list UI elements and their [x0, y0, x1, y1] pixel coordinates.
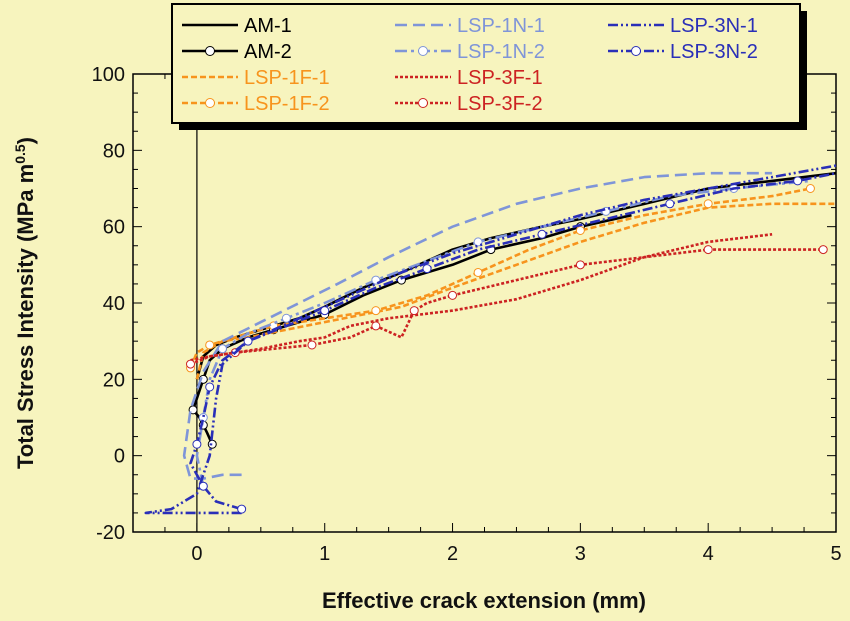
series-line-lsp-1n-2 [195, 179, 811, 487]
data-point-lsp-1n-2 [217, 344, 227, 354]
data-point-lsp-3f-2 [186, 359, 196, 369]
series-line-lsp-1n-1 [182, 171, 773, 480]
data-point-lsp-3n-2 [320, 306, 330, 316]
series-line-lsp-3f-2 [190, 248, 824, 366]
plot-frame [132, 73, 837, 533]
series-lines [144, 164, 837, 515]
data-point-lsp-3f-2 [307, 340, 317, 350]
x-tick-label: 0 [191, 543, 202, 565]
legend-label-lsp-3f-1: LSP-3F-1 [457, 67, 543, 89]
legend-marker-lsp-3n-2 [631, 46, 641, 56]
data-point-lsp-3f-2 [575, 260, 585, 270]
y-tick-label: 60 [103, 217, 125, 239]
legend: AM-1 AM-2 LSP-1F-1 LSP-1F-2 LSP-1N-1 LSP-1N-2… [171, 3, 807, 130]
plot-area [132, 73, 837, 533]
legend-items: AM-1 AM-2 LSP-1F-1 LSP-1F-2 LSP-1N-1 LSP-1N-2… [182, 15, 758, 115]
data-point-lsp-3n-2 [192, 439, 202, 449]
series-line-am-2 [191, 213, 632, 445]
x-tick-label: 2 [447, 543, 458, 565]
legend-box [171, 3, 801, 124]
data-point-lsp-3n-2 [243, 336, 253, 346]
x-tick-label: 1 [319, 543, 330, 565]
data-point-lsp-1f-2 [205, 340, 215, 350]
y-tick-label: -20 [96, 522, 125, 544]
legend-marker-lsp-1n-2 [418, 46, 428, 56]
data-point-lsp-3f-2 [818, 245, 828, 255]
legend-label-lsp-1f-1: LSP-1F-1 [244, 67, 330, 89]
legend-label-lsp-3n-1: LSP-3N-1 [670, 15, 758, 37]
x-tick-label: 3 [575, 543, 586, 565]
legend-label-lsp-3f-2: LSP-3F-2 [457, 93, 543, 115]
legend-marker-lsp-1f-2 [205, 98, 215, 108]
y-tick-label: 80 [103, 140, 125, 162]
y-axis-title-main: Total Stress Intensity (MPa m [13, 164, 38, 469]
series-line-lsp-1f-2 [189, 187, 811, 369]
y-axis-title-close: ) [13, 137, 38, 144]
y-tick-label: 20 [103, 369, 125, 391]
x-tick-label: 4 [703, 543, 714, 565]
legend-label-lsp-1f-2: LSP-1F-2 [244, 93, 330, 115]
legend-marker-lsp-3f-2 [418, 98, 428, 108]
data-point-lsp-3n-2 [198, 481, 208, 491]
y-tick-labels: -20 0 20 40 60 80 100 [92, 64, 125, 544]
legend-marker-am-2 [205, 46, 215, 56]
data-point-lsp-3n-2 [537, 229, 547, 239]
x-axis-title: Effective crack extension (mm) [322, 588, 646, 613]
data-point-lsp-1f-2 [805, 184, 815, 193]
y-axis-title: Total Stress Intensity (MPa m0.5) [12, 137, 38, 469]
legend-label-lsp-1n-1: LSP-1N-1 [457, 15, 545, 37]
legend-label-am-1: AM-1 [244, 15, 292, 37]
series-line-lsp-3f-1 [190, 233, 773, 362]
x-tick-labels: 0 1 2 3 4 5 [191, 543, 841, 565]
legend-label-am-2: AM-2 [244, 41, 292, 63]
data-point-lsp-3n-2 [793, 176, 803, 186]
y-tick-label: 100 [92, 64, 125, 86]
series-line-lsp-3n-2 [189, 171, 837, 511]
data-point-lsp-3n-2 [237, 504, 247, 514]
data-point-lsp-3n-2 [665, 199, 675, 209]
data-point-lsp-3n-2 [205, 382, 215, 392]
legend-label-lsp-3n-2: LSP-3N-2 [670, 41, 758, 63]
data-point-lsp-1n-2 [281, 313, 291, 323]
x-tick-label: 5 [830, 543, 841, 565]
data-point-lsp-3f-2 [409, 306, 419, 316]
data-point-lsp-1f-2 [371, 306, 381, 316]
legend-label-lsp-1n-2: LSP-1N-2 [457, 41, 545, 63]
y-tick-label: 0 [114, 446, 125, 468]
y-tick-label: 40 [103, 293, 125, 315]
axis-ticks [132, 73, 837, 533]
data-point-lsp-1f-2 [473, 267, 483, 277]
data-point-lsp-3f-2 [371, 321, 381, 331]
data-point-lsp-1f-2 [575, 225, 585, 235]
data-point-lsp-1f-2 [703, 199, 713, 209]
data-point-lsp-3f-2 [703, 245, 713, 255]
data-point-lsp-3f-2 [448, 290, 458, 300]
y-axis-title-superscript: 0.5 [12, 144, 28, 164]
series-line-lsp-1f-1 [195, 202, 836, 380]
data-point-lsp-3n-2 [422, 264, 432, 274]
